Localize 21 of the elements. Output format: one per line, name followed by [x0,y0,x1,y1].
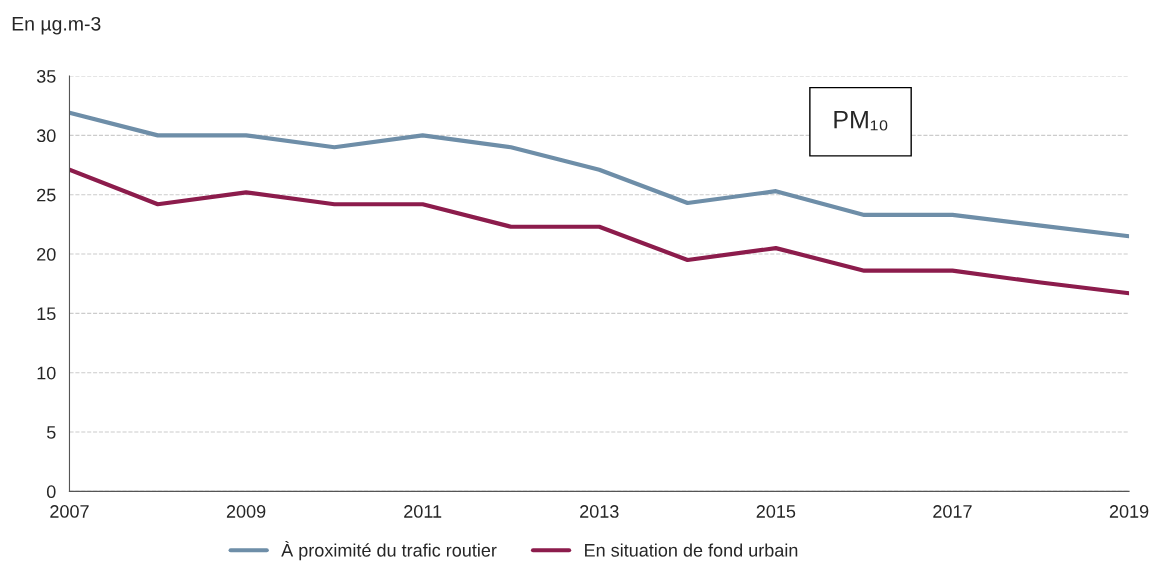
line-series [69,167,1130,296]
legend-label: En situation de fond urbain [585,543,798,557]
y-tick-label: 15 [37,307,56,321]
y-tick-label: 20 [37,247,56,261]
legend-label: À proximité du trafic routier [281,540,497,561]
y-tick-label: 30 [36,129,56,143]
y-tick-label: 5 [46,426,56,439]
x-tick-label: 2013 [580,505,619,518]
y-tick-label: 25 [37,188,56,202]
y-tick-label: 35 [36,69,56,83]
y-axis-title: En µg.m-3 [12,16,101,35]
x-tick-label: 2019 [1109,505,1149,518]
x-tick-label: 2007 [50,505,89,518]
x-tick-label: 2009 [226,505,266,518]
line-series [69,110,1130,239]
x-tick-label: 2015 [756,505,796,518]
x-tick-label: 2011 [404,505,442,518]
y-tick-label: 0 [46,485,56,499]
x-tick-label: 2017 [933,505,972,518]
annotation: PM₁₀ [834,111,888,131]
y-tick-label: 10 [37,366,56,380]
